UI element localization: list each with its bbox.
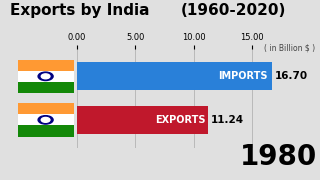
Text: ( in Billion $ ): ( in Billion $ ) [264,43,315,52]
Text: 16.70: 16.70 [275,71,308,81]
Bar [77,106,208,134]
Text: IMPORTS: IMPORTS [218,71,268,81]
Text: EXPORTS: EXPORTS [155,115,205,125]
Bar [77,62,272,90]
Text: 11.24: 11.24 [211,115,244,125]
Text: 1980: 1980 [240,143,317,171]
Text: Exports by India: Exports by India [10,3,149,18]
Text: (1960-2020): (1960-2020) [181,3,286,18]
